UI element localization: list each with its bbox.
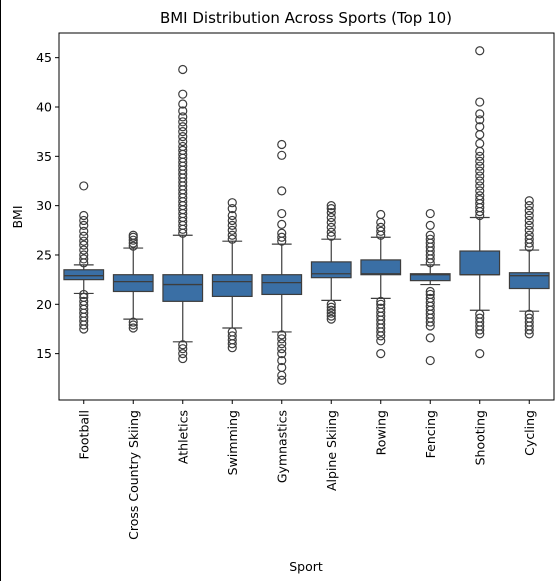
outlier-point — [80, 182, 88, 190]
outlier-point — [377, 211, 385, 219]
outlier-point — [278, 140, 286, 148]
x-tick-label: Alpine Skiing — [324, 410, 339, 491]
outlier-point — [278, 220, 286, 228]
outlier-point — [377, 350, 385, 358]
outlier-point — [278, 151, 286, 159]
box-body — [361, 260, 401, 275]
outlier-point — [426, 221, 434, 229]
y-tick-label: 40 — [36, 99, 52, 114]
box-body — [113, 275, 153, 292]
outlier-point — [476, 98, 484, 106]
outlier-point — [476, 350, 484, 358]
x-tick-label: Cross Country Skiing — [126, 410, 141, 540]
outlier-point — [426, 357, 434, 365]
outlier-point — [476, 47, 484, 55]
x-tick-label: Fencing — [423, 410, 438, 458]
plot-frame — [59, 33, 554, 400]
box-body — [64, 270, 104, 280]
outlier-point — [426, 334, 434, 342]
outlier-point — [476, 147, 484, 155]
outlier-point — [476, 131, 484, 139]
outlier-point — [278, 371, 286, 379]
x-tick-label: Athletics — [175, 410, 190, 464]
outlier-point — [476, 110, 484, 118]
y-tick-label: 45 — [36, 50, 52, 65]
outlier-point — [228, 199, 236, 207]
y-tick-label: 30 — [36, 198, 52, 213]
x-tick-label: Swimming — [225, 410, 240, 475]
plot-area: 15 20 25 30 35 40 45 Football Cross Country Skii… — [36, 33, 554, 540]
y-tick-label: 15 — [36, 346, 52, 361]
outlier-point — [377, 218, 385, 226]
outlier-point — [278, 187, 286, 195]
chart-title: BMI Distribution Across Sports (Top 10) — [160, 9, 452, 27]
box-body — [311, 262, 351, 278]
x-tick-label: Cycling — [522, 410, 537, 456]
outlier-point — [179, 90, 187, 98]
x-tick-label: Football — [76, 410, 91, 459]
box-body — [163, 275, 203, 302]
y-axis-label: BMI — [10, 205, 25, 228]
outlier-point — [278, 210, 286, 218]
x-tick-label: Gymnastics — [274, 410, 289, 483]
y-tick-label: 20 — [36, 297, 52, 312]
x-tick-label: Shooting — [472, 410, 487, 465]
outlier-point — [80, 212, 88, 220]
y-tick-label: 25 — [36, 247, 52, 262]
outlier-point — [525, 197, 533, 205]
box-body — [460, 251, 500, 275]
y-tick-label: 35 — [36, 149, 52, 164]
box-body — [262, 275, 302, 295]
x-axis-label: Sport — [289, 559, 323, 574]
outlier-point — [179, 66, 187, 74]
outlier-point — [426, 210, 434, 218]
box-body — [212, 275, 252, 297]
outlier-point — [476, 139, 484, 147]
x-tick-label: Rowing — [373, 410, 388, 455]
